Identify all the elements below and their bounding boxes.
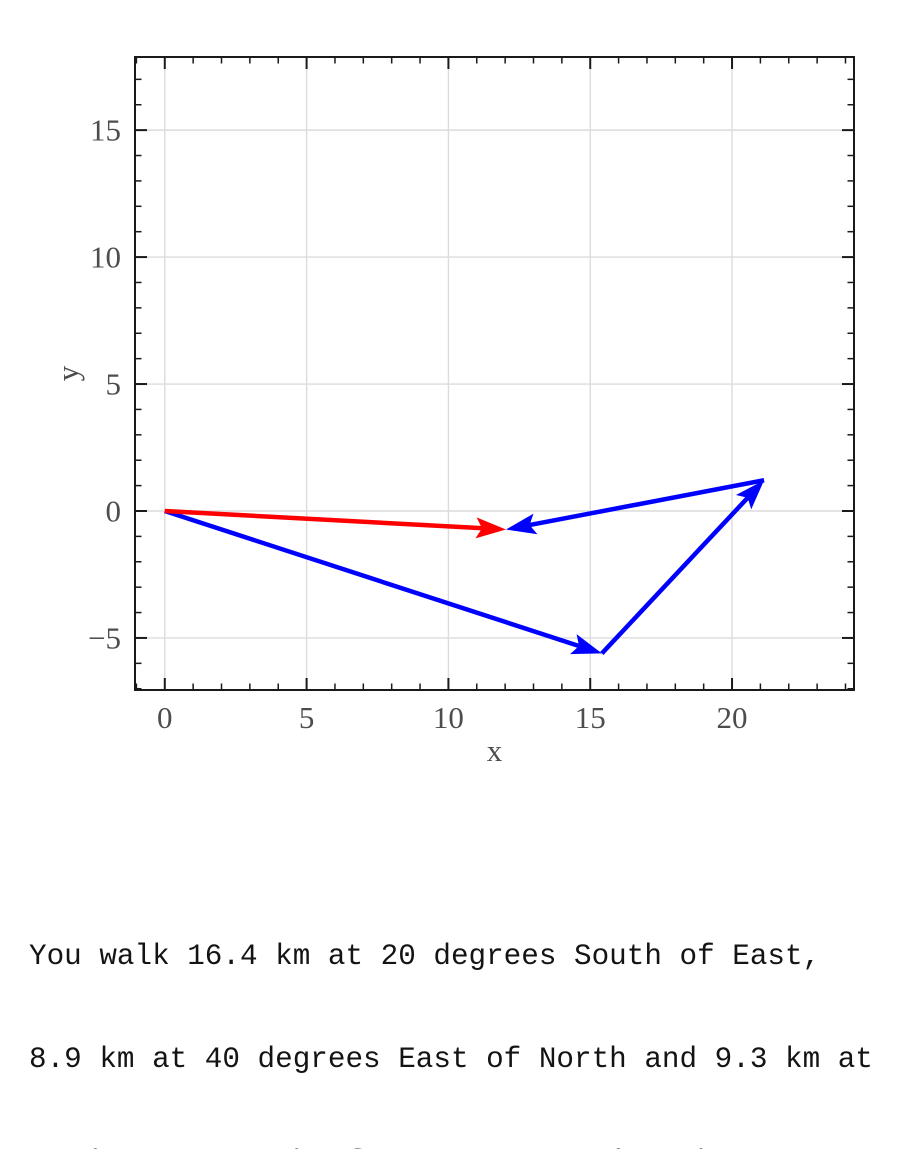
y-tick-label: 10 — [90, 240, 121, 275]
question-text: You walk 16.4 km at 20 degrees South of … — [29, 871, 873, 1149]
leg-3-vector-line — [527, 478, 765, 528]
question-line: 8.9 km at 40 degrees East of North and 9… — [29, 1043, 873, 1077]
x-tick-label: 10 — [433, 700, 464, 735]
resultant-arrowhead — [475, 517, 506, 539]
y-axis-label: y — [50, 365, 85, 381]
leg-1-vector-line — [164, 508, 582, 649]
y-tick-label: 15 — [90, 113, 121, 148]
leg-2-vector-line — [600, 495, 751, 655]
x-tick-label: 0 — [157, 700, 173, 735]
leg-2-arrowhead — [735, 480, 765, 510]
x-axis-label: x — [487, 733, 503, 768]
y-tick-label: 5 — [106, 367, 122, 402]
vector-plot: 0 5 10 15 20 −5 0 5 10 15 x y — [50, 56, 855, 768]
question-line: You walk 16.4 km at 20 degrees South of … — [29, 939, 821, 973]
leg-3-arrowhead — [505, 513, 538, 535]
question-line: 12 degrees South of West. Determine the — [29, 1146, 873, 1149]
x-tick-label: 20 — [717, 700, 748, 735]
resultant-vector-line — [164, 508, 484, 531]
y-tick-label: 0 — [106, 493, 122, 528]
y-tick-label: −5 — [88, 620, 121, 655]
x-tick-label: 15 — [575, 700, 606, 735]
x-tick-label: 5 — [299, 700, 315, 735]
plot-frame — [134, 56, 855, 691]
leg-1-arrowhead — [570, 634, 602, 655]
